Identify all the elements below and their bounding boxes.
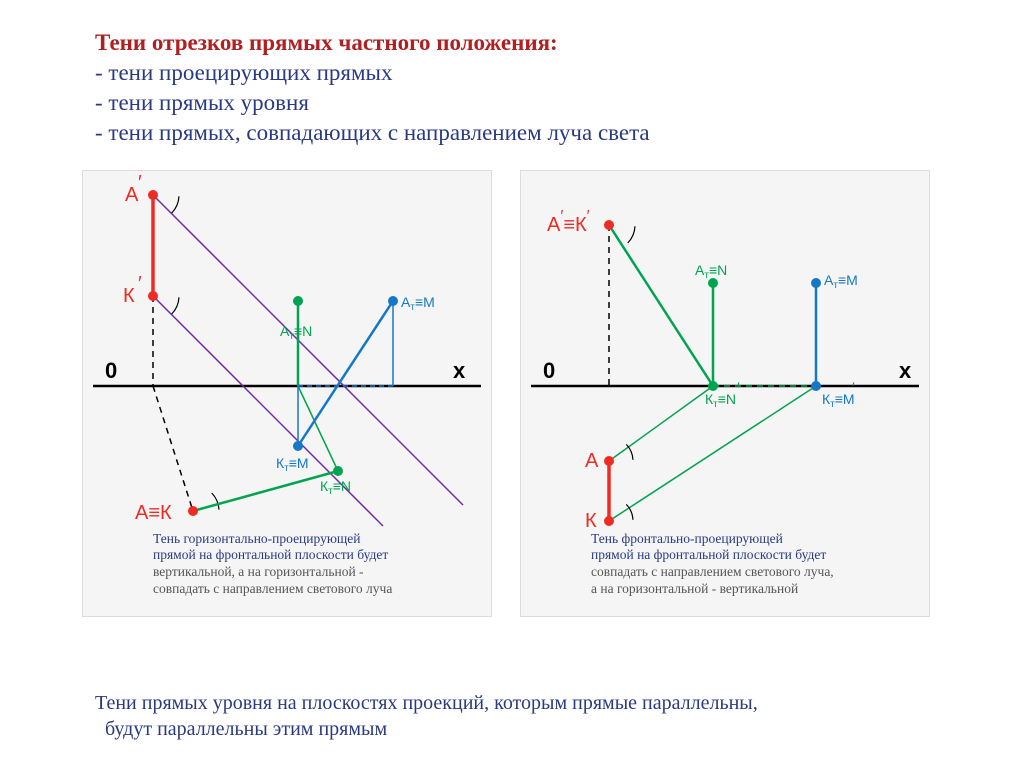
left-caption: Тень горизонтально-проецирующей прямой н… bbox=[153, 531, 473, 599]
left-panel: 0хА′К′А≡КАт≡NАт≡МКт≡МКт≡N Тень горизонта… bbox=[82, 170, 492, 617]
svg-text:А: А bbox=[585, 450, 599, 472]
svg-text:х: х bbox=[899, 358, 912, 383]
title-block: Тени отрезков прямых частного положения:… bbox=[95, 28, 650, 148]
svg-text:А′≡К′: А′≡К′ bbox=[547, 208, 590, 236]
svg-text:′: ′ bbox=[737, 379, 740, 395]
svg-text:′: ′ bbox=[138, 172, 142, 194]
left-cap-4: совпадать с направлением светового луча bbox=[153, 581, 392, 596]
right-cap-2: прямой на фронтальной плоскости будет bbox=[591, 547, 826, 562]
right-cap-3: совпадать с направлением светового луча, bbox=[591, 564, 834, 579]
svg-text:К: К bbox=[123, 285, 135, 307]
footer-l1: Тени прямых уровня на плоскостях проекци… bbox=[95, 692, 758, 714]
footer-l2: будут параллельны этим прямым bbox=[105, 718, 387, 740]
svg-text:х: х bbox=[453, 358, 466, 383]
svg-text:′: ′ bbox=[852, 379, 855, 395]
right-cap-1: Тень фронтально-проецирующей bbox=[591, 531, 783, 546]
title-sub-2: - тени прямых уровня bbox=[95, 88, 650, 118]
svg-text:К: К bbox=[585, 510, 597, 532]
svg-text:Кт≡N: Кт≡N bbox=[705, 391, 736, 410]
svg-text:А: А bbox=[125, 184, 139, 206]
right-cap-4: а на горизонтальной - вертикальной bbox=[591, 581, 798, 596]
svg-text:0: 0 bbox=[543, 358, 555, 383]
svg-text:А≡К: А≡К bbox=[135, 502, 172, 524]
right-caption: Тень фронтально-проецирующей прямой на ф… bbox=[591, 531, 911, 599]
svg-text:Ат≡N: Ат≡N bbox=[695, 262, 727, 281]
footer-text: Тени прямых уровня на плоскостях проекци… bbox=[95, 690, 758, 742]
svg-text:Кт≡N: Кт≡N bbox=[320, 478, 351, 497]
svg-text:Кт≡М: Кт≡М bbox=[822, 391, 855, 410]
svg-text:Кт≡М: Кт≡М bbox=[276, 455, 309, 474]
svg-text:Ат≡М: Ат≡М bbox=[824, 272, 858, 291]
title-main: Тени отрезков прямых частного положения: bbox=[95, 28, 650, 58]
svg-text:0: 0 bbox=[105, 358, 117, 383]
left-cap-2: прямой на фронтальной плоскости будет bbox=[153, 547, 388, 562]
title-sub-3: - тени прямых, совпадающих с направление… bbox=[95, 118, 650, 148]
left-cap-3: вертикальной, а на горизонтальной - bbox=[153, 564, 364, 579]
title-sub-1: - тени проецирующих прямых bbox=[95, 58, 650, 88]
svg-text:Ат≡М: Ат≡М bbox=[401, 294, 435, 313]
left-cap-1: Тень горизонтально-проецирующей bbox=[153, 531, 361, 546]
svg-text:′: ′ bbox=[138, 273, 142, 295]
right-panel: 0хА′≡К′АКАт≡NАт≡МКт≡N′Кт≡М′ Тень фронтал… bbox=[520, 170, 930, 617]
